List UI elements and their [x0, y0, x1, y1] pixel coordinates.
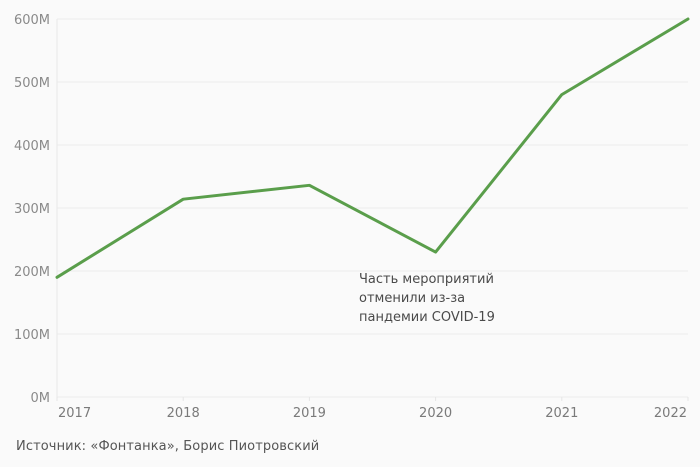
annotation-line: пандемии COVID-19: [359, 310, 495, 325]
x-tick-label: 2018: [167, 406, 200, 421]
y-tick-label: 0M: [31, 391, 51, 406]
annotation: Часть мероприятий отменили из-за пандемии …: [359, 272, 495, 325]
y-tick-label: 100M: [14, 328, 50, 343]
y-tick-label: 200M: [14, 265, 50, 280]
annotation-text: Часть мероприятий отменили из-за пандемии …: [359, 272, 495, 325]
y-tick-label: 400M: [14, 139, 50, 154]
y-axis: 0M 100M 200M 300M 400M 500M 600M: [14, 13, 50, 406]
source-caption: Источник: «Фонтанка», Борис Пиотровский: [16, 439, 320, 454]
series: [55, 17, 690, 279]
x-tick-label: 2022: [654, 406, 687, 421]
annotation-line: отменили из-за: [359, 291, 465, 306]
series-line: [55, 17, 690, 279]
x-tick-label: 2020: [419, 406, 452, 421]
y-tick-label: 500M: [14, 76, 50, 91]
x-tick-label: 2019: [293, 406, 326, 421]
y-tick-label: 600M: [14, 13, 50, 28]
x-tick-label: 2021: [545, 406, 578, 421]
annotation-line: Часть мероприятий: [359, 272, 494, 287]
gridlines: [56, 18, 688, 398]
x-axis: 2017 2018 2019 2020 2021 2022: [56, 397, 689, 421]
y-tick-label: 300M: [14, 202, 50, 217]
x-tick-label: 2017: [58, 406, 91, 421]
